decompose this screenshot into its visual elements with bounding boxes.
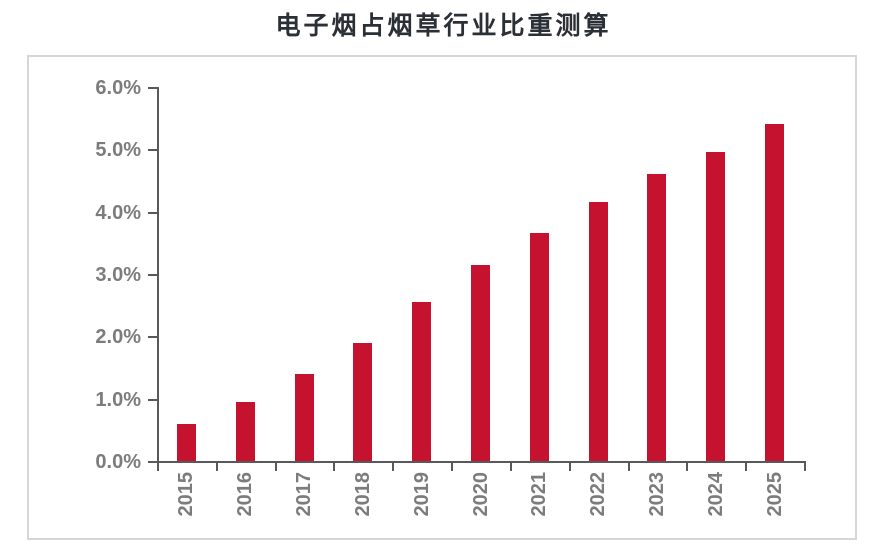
y-tick-label: 4.0% [95,201,141,224]
x-tick [745,461,748,471]
x-tick-label: 2022 [587,472,610,517]
y-tick-label: 5.0% [95,139,141,162]
bar [529,233,549,461]
x-tick-label: 2021 [528,472,551,517]
x-tick [568,461,571,471]
x-tick-label: 2019 [410,472,433,517]
x-tick-label: 2018 [351,472,374,517]
x-tick [509,461,512,471]
bar [235,401,255,461]
x-tick [627,461,630,471]
y-tick-label: 0.0% [95,451,141,473]
x-tick [215,461,218,471]
bar [706,152,726,461]
x-axis-line [157,461,806,463]
x-tick [157,461,159,471]
x-tick-label: 2024 [704,472,727,517]
x-tick [804,461,806,471]
x-tick-label: 2016 [234,472,257,517]
chart-frame: 0.0% 1.0% 2.0% 3.0% 4.0% 5.0% 6.0% 2015 2016 2017… [27,55,857,540]
bar [412,302,432,461]
y-tick [148,87,157,89]
bar [294,373,314,461]
y-tick [148,461,157,463]
bar [176,423,196,461]
bar [647,174,667,461]
y-axis-line [157,87,159,463]
chart-title: 电子烟占烟草行业比重测算 [275,13,612,40]
bar [471,264,490,461]
x-tick-label: 2017 [293,472,316,517]
y-tick [148,398,157,401]
x-tick [451,461,454,471]
y-tick-label: 6.0% [95,77,141,99]
y-tick-label: 1.0% [95,388,141,411]
y-tick [148,211,157,214]
bar [353,342,373,461]
y-tick-label: 2.0% [95,326,141,349]
x-tick-label: 2020 [469,472,492,517]
y-tick-label: 3.0% [95,264,141,286]
bar [588,202,608,461]
x-tick [333,461,336,471]
y-tick [148,336,157,339]
x-tick-label: 2023 [645,472,668,517]
x-tick-label: 2015 [175,472,198,517]
bar [765,124,785,461]
plot-area: 0.0% 1.0% 2.0% 3.0% 4.0% 5.0% 6.0% 2015 2016 2017… [29,57,855,538]
y-tick [148,274,157,276]
x-tick [392,461,395,471]
x-tick-label: 2025 [763,472,786,517]
x-tick [686,461,689,471]
x-tick [274,461,277,471]
y-tick [148,149,157,152]
